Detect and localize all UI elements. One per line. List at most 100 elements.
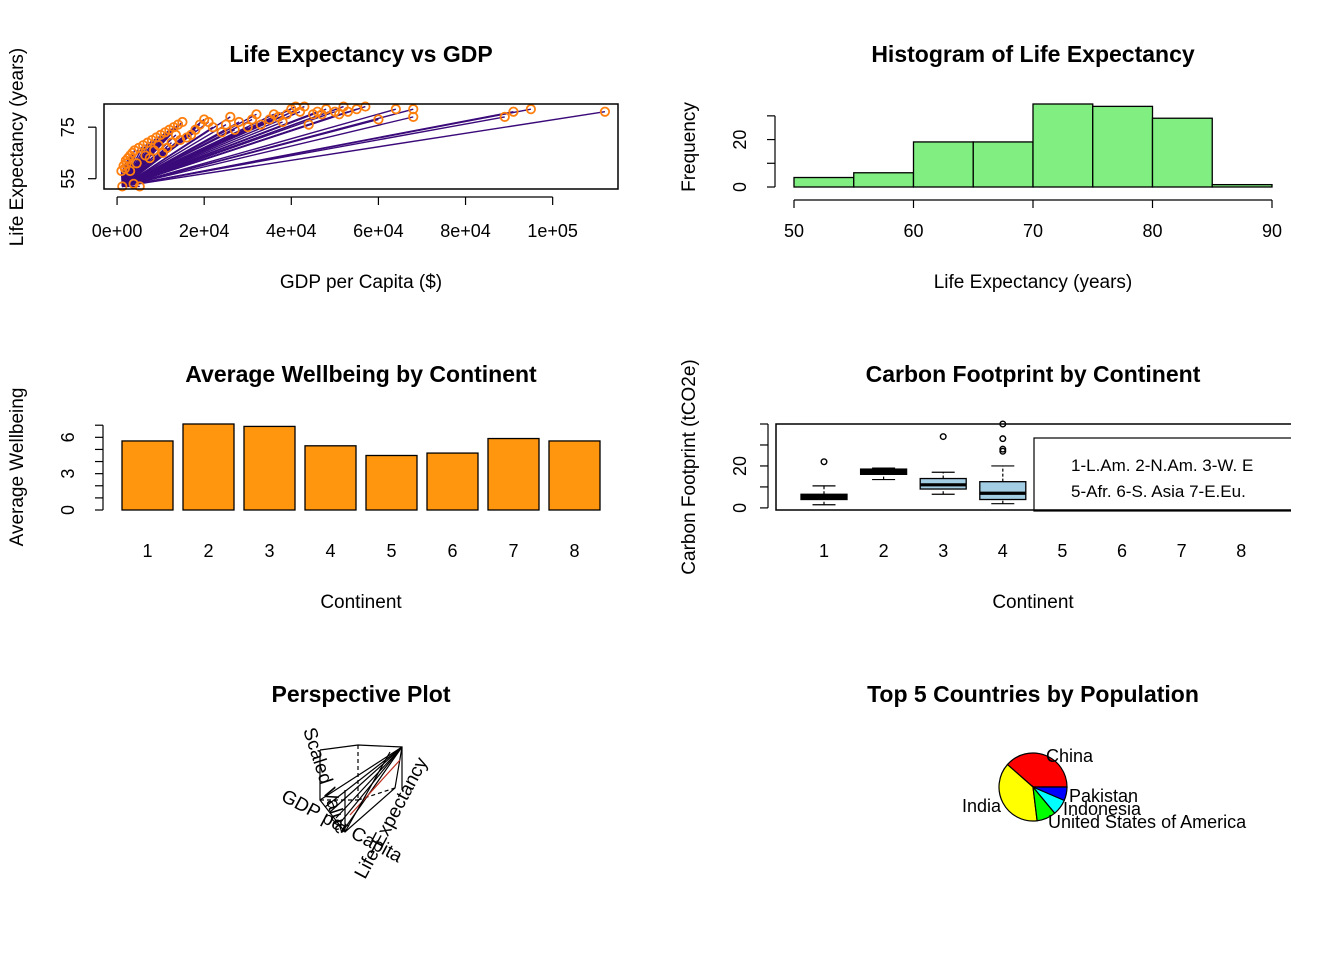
scatter-point [162, 142, 173, 153]
scatter-point [216, 127, 227, 138]
wellbeing-x-tick-label: 2 [203, 541, 213, 561]
scatter-connector-line [122, 105, 344, 188]
scatter-point [177, 116, 188, 128]
carbon-x-tick-label: 2 [879, 541, 889, 561]
histogram-x-tick-label: 80 [1142, 221, 1162, 241]
scatter-title: Life Expectancy vs GDP [229, 41, 492, 67]
histogram-bar [793, 176, 855, 188]
carbon-x-tick-label: 7 [1177, 541, 1187, 561]
scatter-connector-line [122, 116, 414, 188]
wellbeing-y-tick-label: 6 [58, 432, 78, 442]
scatter-connector-line [122, 111, 606, 188]
scatter-ylabel: Life Expectancy (years) [7, 48, 28, 247]
wellbeing-x-tick-label: 1 [142, 541, 152, 561]
scatter-point [134, 181, 145, 192]
carbon-box-panel: Carbon Footprint by Continent Continent … [679, 359, 1344, 613]
scatter-point [321, 104, 332, 115]
scatter-x-tick-label: 0e+00 [92, 221, 143, 241]
carbon-box [979, 481, 1027, 501]
wellbeing-x-tick-label: 4 [325, 541, 335, 561]
wellbeing-bar [487, 437, 540, 511]
scatter-point [277, 116, 288, 128]
scatter-point [220, 119, 232, 130]
carbon-x-tick-label: 5 [1057, 541, 1067, 561]
wellbeing-y-tick-label: 0 [58, 505, 78, 515]
pie-slice [998, 763, 1038, 822]
carbon-x-tick-label: 6 [1117, 541, 1127, 561]
carbon-legend-box [1033, 437, 1297, 512]
wellbeing-y-tick-label: 3 [58, 469, 78, 479]
histogram-bar [1032, 103, 1094, 188]
scatter-xlabel: GDP per Capita ($) [280, 272, 442, 293]
carbon-x-tick-label: 4 [998, 541, 1008, 561]
scatter-plot-frame [103, 103, 619, 190]
histogram-bar [912, 141, 974, 188]
carbon-clip-mask [1291, 420, 1344, 520]
scatter-point [233, 116, 245, 128]
scatter-points [116, 101, 611, 192]
scatter-point [360, 101, 371, 112]
perspective-surface-line [335, 746, 403, 819]
carbon-outlier [820, 458, 828, 466]
histogram-x-tick-label: 50 [784, 221, 804, 241]
histogram-bar [972, 141, 1034, 188]
scatter-point [255, 119, 266, 130]
wellbeing-x-tick-label: 7 [508, 541, 518, 561]
scatter-point [181, 132, 192, 143]
scatter-point [128, 178, 139, 189]
wellbeing-title: Average Wellbeing by Continent [185, 361, 537, 387]
scatter-point [299, 101, 310, 112]
scatter-panel: Life Expectancy vs GDP GDP per Capita ($… [7, 41, 619, 293]
wellbeing-xlabel: Continent [320, 592, 402, 613]
perspective-title: Perspective Plot [272, 681, 451, 707]
wellbeing-bar [121, 440, 174, 511]
histogram-ylabel: Frequency [679, 102, 700, 192]
histogram-title: Histogram of Life Expectancy [871, 41, 1195, 67]
carbon-x-tick-label: 8 [1236, 541, 1246, 561]
pie-labels: China India United States of AmericaIndone… [962, 746, 1247, 832]
scatter-point [499, 111, 510, 122]
histogram-bar [853, 172, 915, 188]
carbon-title: Carbon Footprint by Continent [866, 361, 1201, 387]
scatter-x-tick-label: 1e+05 [527, 221, 578, 241]
wellbeing-bar [182, 423, 235, 511]
carbon-outlier [999, 445, 1007, 453]
scatter-connector-line [121, 136, 188, 187]
pie-label: Indonesia [1063, 799, 1142, 819]
pie-slices [998, 752, 1068, 822]
carbon-ylabel: Carbon Footprint (tCO2e) [679, 359, 700, 574]
perspective-edge [344, 751, 391, 833]
scatter-x-tick-label: 2e+04 [179, 221, 230, 241]
histogram-x-tick-label: 90 [1262, 221, 1282, 241]
scatter-connector-line [121, 116, 231, 188]
histogram-bar [1092, 105, 1154, 188]
scatter-x-tick-label: 8e+04 [440, 221, 491, 241]
scatter-point [599, 106, 611, 117]
scatter-point [242, 122, 253, 133]
carbon-legend: 1-L.Am. 2-N.Am. 3-W. E 5-Afr. 6-S. Asia … [1033, 437, 1297, 512]
wellbeing-bar [365, 454, 418, 511]
carbon-y-tick-label: 0 [730, 503, 750, 513]
pie-label: Pakistan [1069, 786, 1138, 806]
scatter-connector-line [122, 105, 366, 188]
scatter-connector-line [122, 108, 397, 188]
perspective-surface-line [349, 759, 401, 816]
pie-slice [1006, 752, 1068, 788]
scatter-point [373, 114, 384, 125]
scatter-point [251, 109, 262, 120]
scatter-point [334, 109, 345, 120]
histogram-y-tick-label: 0 [730, 182, 750, 192]
scatter-x-tick-label: 4e+04 [266, 221, 317, 241]
pie-label: India [962, 796, 1002, 816]
scatter-point [207, 122, 218, 133]
carbon-y-tick-label: 20 [730, 456, 750, 476]
carbon-x-tick-label: 3 [938, 541, 948, 561]
scatter-point [351, 104, 362, 115]
wellbeing-bar [426, 452, 479, 511]
scatter-y-tick-label: 55 [58, 169, 78, 189]
scatter-connector-lines [120, 105, 606, 188]
histogram-panel: Histogram of Life Expectancy Life Expect… [679, 41, 1282, 293]
pie-panel: Top 5 Countries by Population China India… [867, 681, 1247, 832]
histogram-xlabel: Life Expectancy (years) [934, 272, 1133, 293]
carbon-outlier [939, 433, 947, 441]
